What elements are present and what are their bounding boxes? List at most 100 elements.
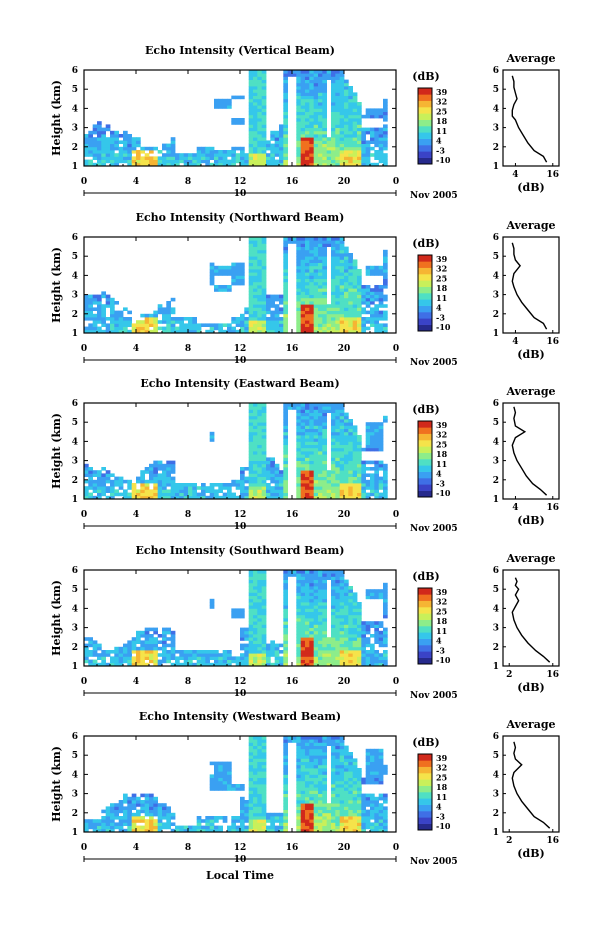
- heatmap-cell: [305, 806, 310, 810]
- heatmap-cell: [309, 162, 314, 167]
- heatmap-cell: [209, 780, 215, 785]
- heatmap-cell: [227, 102, 232, 106]
- heatmap-cell: [261, 240, 267, 244]
- heatmap-cell: [313, 297, 319, 302]
- heatmap-cell: [214, 787, 219, 791]
- heatmap-cell: [322, 153, 327, 157]
- heatmap-cell: [357, 297, 362, 302]
- heatmap-cell: [318, 608, 323, 612]
- heatmap-cell: [339, 653, 345, 657]
- heatmap-cell: [257, 806, 262, 810]
- heatmap-cell: [140, 819, 145, 823]
- heatmap-cell: [313, 473, 319, 477]
- heatmap-cell: [261, 118, 267, 122]
- heatmap-cell: [318, 806, 323, 810]
- heatmap-cell: [318, 105, 323, 109]
- heatmap-cell: [357, 486, 362, 490]
- heatmap-cell: [322, 630, 327, 635]
- heatmap-cell: [266, 467, 271, 471]
- heatmap-cell: [196, 495, 202, 500]
- heatmap-cell: [309, 137, 314, 141]
- heatmap-cell: [257, 473, 262, 477]
- heatmap-cell: [318, 317, 323, 321]
- heatmap-cell: [283, 774, 288, 778]
- heatmap-cell: [261, 320, 267, 324]
- heatmap-cell: [261, 438, 267, 442]
- heatmap-cell: [261, 624, 267, 628]
- heatmap-cell: [266, 828, 271, 833]
- heatmap-cell: [339, 256, 345, 260]
- heatmap-cell: [383, 156, 388, 160]
- heatmap-cell: [144, 650, 150, 654]
- heatmap-cell: [348, 326, 353, 331]
- heatmap-cell: [318, 656, 323, 660]
- heatmap-cell: [136, 320, 141, 324]
- heatmap-cell: [300, 777, 306, 782]
- heatmap-cell: [318, 313, 323, 318]
- heatmap-cell: [261, 114, 267, 119]
- heatmap-cell: [283, 611, 288, 616]
- heatmap-cell: [300, 237, 306, 241]
- heatmap-cell: [257, 243, 262, 247]
- heatmap-cell: [261, 653, 267, 657]
- heatmap-cell: [305, 146, 310, 151]
- heatmap-cell: [318, 742, 323, 746]
- heatmap-cell: [361, 470, 366, 474]
- heatmap-cell: [344, 124, 349, 128]
- heatmap-cell: [374, 492, 379, 497]
- heatmap-cell: [383, 476, 388, 481]
- heatmap-cell: [322, 262, 327, 267]
- heatmap-cell: [114, 130, 119, 135]
- heatmap-cell: [352, 262, 358, 267]
- heatmap-cell: [318, 285, 323, 289]
- heatmap-cell: [248, 98, 254, 103]
- heatmap-cell: [348, 291, 353, 295]
- heatmap-cell: [192, 320, 197, 324]
- heatmap-cell: [144, 162, 150, 167]
- heatmap-cell: [300, 822, 306, 826]
- heatmap-cell: [283, 742, 288, 746]
- heatmap-cell: [227, 780, 232, 785]
- heatmap-cell: [227, 768, 232, 772]
- colorbar-segment: [418, 255, 432, 262]
- heatmap-cell: [305, 301, 310, 305]
- heatmap-cell: [183, 659, 189, 664]
- heatmap-cell: [322, 92, 327, 96]
- heatmap-cell: [374, 627, 379, 632]
- heatmap-cell: [313, 618, 319, 622]
- heatmap-cell: [253, 130, 258, 135]
- heatmap-cell: [339, 608, 345, 612]
- heatmap-cell: [318, 146, 323, 151]
- heatmap-cell: [261, 73, 267, 77]
- heatmap-cell: [318, 320, 323, 324]
- heatmap-cell: [88, 317, 93, 321]
- heatmap-cell: [149, 822, 154, 826]
- heatmap-cell: [339, 634, 345, 638]
- heatmap-cell: [205, 656, 210, 660]
- heatmap-cell: [257, 278, 262, 283]
- heatmap-cell: [370, 656, 375, 660]
- heatmap-cell: [296, 320, 301, 324]
- heatmap-cell: [305, 70, 310, 74]
- heatmap-cell: [153, 825, 158, 830]
- colorbar-tick-label: 18: [436, 449, 448, 459]
- heatmap-cell: [253, 774, 258, 778]
- heatmap-cell: [300, 98, 306, 103]
- heatmap-cell: [261, 790, 267, 794]
- heatmap-cell: [296, 291, 301, 295]
- heatmap-cell: [322, 137, 327, 141]
- heatmap-cell: [374, 320, 379, 324]
- heatmap-cell: [300, 329, 306, 334]
- heatmap-cell: [296, 253, 301, 257]
- heatmap-cell: [370, 114, 375, 119]
- heatmap-cell: [313, 150, 319, 154]
- heatmap-cell: [162, 489, 167, 493]
- heatmap-cell: [309, 748, 314, 753]
- heatmap-cell: [270, 662, 275, 667]
- heatmap-cell: [162, 650, 167, 654]
- heatmap-cell: [365, 294, 371, 299]
- heatmap-cell: [305, 285, 310, 289]
- heatmap-cell: [339, 650, 345, 654]
- heatmap-cell: [248, 118, 254, 122]
- heatmap-cell: [348, 659, 353, 664]
